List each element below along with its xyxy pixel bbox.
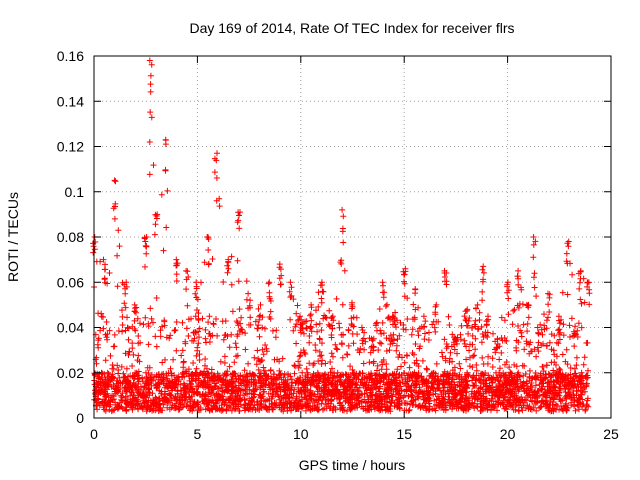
x-tick-label: 5 bbox=[194, 426, 202, 442]
x-tick-label: 20 bbox=[500, 426, 516, 442]
x-tick-label: 10 bbox=[293, 426, 309, 442]
y-tick-label: 0.12 bbox=[57, 139, 84, 155]
chart-title: Day 169 of 2014, Rate Of TEC Index for r… bbox=[189, 20, 514, 36]
y-tick-label: 0.04 bbox=[57, 320, 84, 336]
y-tick-label: 0.08 bbox=[57, 229, 84, 245]
x-tick-label: 0 bbox=[90, 426, 98, 442]
x-tick-label: 15 bbox=[396, 426, 412, 442]
x-tick-label: 25 bbox=[603, 426, 619, 442]
y-tick-label: 0.02 bbox=[57, 365, 84, 381]
grid-lines bbox=[94, 56, 611, 418]
roti-series-points bbox=[90, 57, 593, 415]
y-axis-label: ROTI / TECUs bbox=[5, 192, 21, 282]
axis-ticks: 0 0.02 0.04 0.06 0.08 0.1 0.12 0.14 0.16 0 5 10 15 20… bbox=[57, 48, 619, 442]
y-tick-label: 0.1 bbox=[65, 184, 85, 200]
x-axis-label: GPS time / hours bbox=[299, 457, 406, 473]
data-points bbox=[90, 57, 593, 415]
y-tick-label: 0 bbox=[76, 410, 84, 426]
y-tick-label: 0.14 bbox=[57, 93, 84, 109]
y-tick-label: 0.06 bbox=[57, 274, 84, 290]
y-tick-label: 0.16 bbox=[57, 48, 84, 64]
